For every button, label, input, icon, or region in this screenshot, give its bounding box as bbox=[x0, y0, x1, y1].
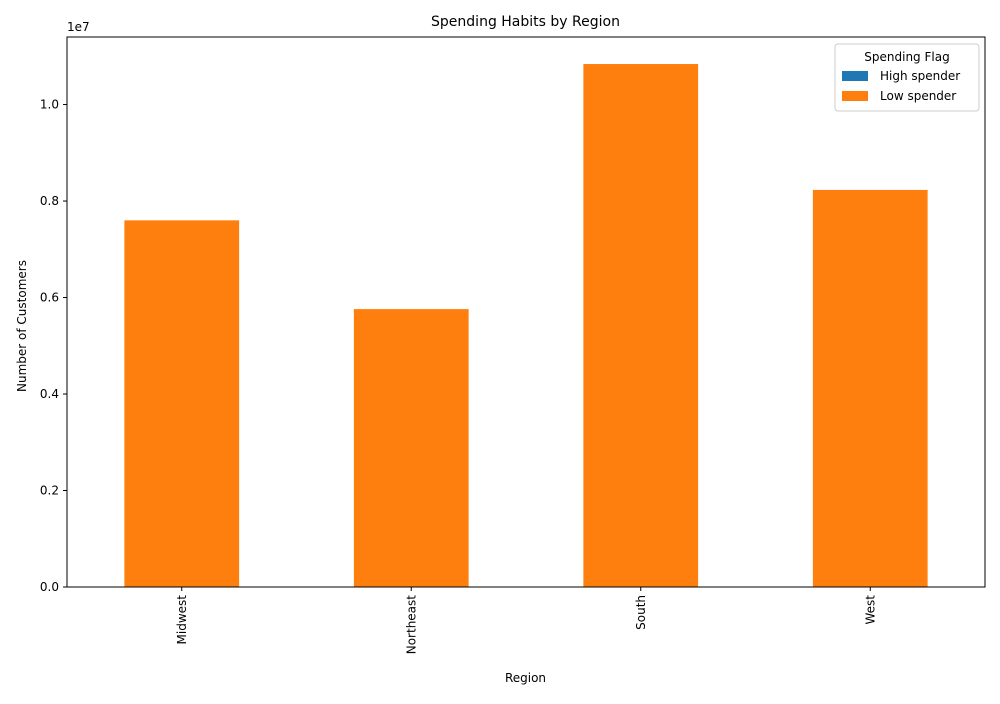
legend-box bbox=[834, 43, 980, 112]
y-tick-label: 1.0 bbox=[40, 98, 59, 112]
bars-layer bbox=[124, 64, 928, 588]
x-axis-ticks: Midwest Northeast South West bbox=[175, 587, 877, 655]
legend: Spending Flag High spender Low spender bbox=[834, 43, 980, 112]
y-tick-label: 0.8 bbox=[40, 194, 59, 208]
x-tick-label: Northeast bbox=[404, 595, 418, 655]
y-axis-label: Number of Customers bbox=[15, 260, 29, 392]
chart-title: Spending Habits by Region bbox=[431, 14, 620, 30]
y-tick-label: 0.0 bbox=[40, 580, 59, 594]
plot-frame bbox=[66, 36, 986, 588]
bar-low-spender-west bbox=[812, 189, 928, 587]
y-tick-label: 0.2 bbox=[40, 484, 59, 498]
x-tick-label: West bbox=[863, 595, 877, 625]
x-tick-label: South bbox=[634, 595, 648, 630]
x-tick-label: Midwest bbox=[175, 595, 189, 645]
legend-title: Spending Flag bbox=[864, 50, 949, 64]
legend-label: High spender bbox=[880, 69, 960, 83]
y-tick-label: 0.6 bbox=[40, 291, 59, 305]
legend-swatch bbox=[842, 91, 868, 101]
legend-label: Low spender bbox=[880, 89, 956, 103]
y-axis-ticks: 0.0 0.2 0.4 0.6 0.8 1.0 bbox=[40, 98, 67, 594]
y-axis-offset-label: 1e7 bbox=[67, 20, 90, 34]
x-axis-label: Region bbox=[505, 671, 546, 685]
legend-entries: High spender Low spender bbox=[842, 69, 960, 103]
bar-low-spender-south bbox=[583, 64, 699, 587]
bar-low-spender-northeast bbox=[353, 309, 469, 587]
legend-swatch bbox=[842, 71, 868, 81]
bar-low-spender-midwest bbox=[124, 220, 240, 588]
y-tick-label: 0.4 bbox=[40, 387, 59, 401]
